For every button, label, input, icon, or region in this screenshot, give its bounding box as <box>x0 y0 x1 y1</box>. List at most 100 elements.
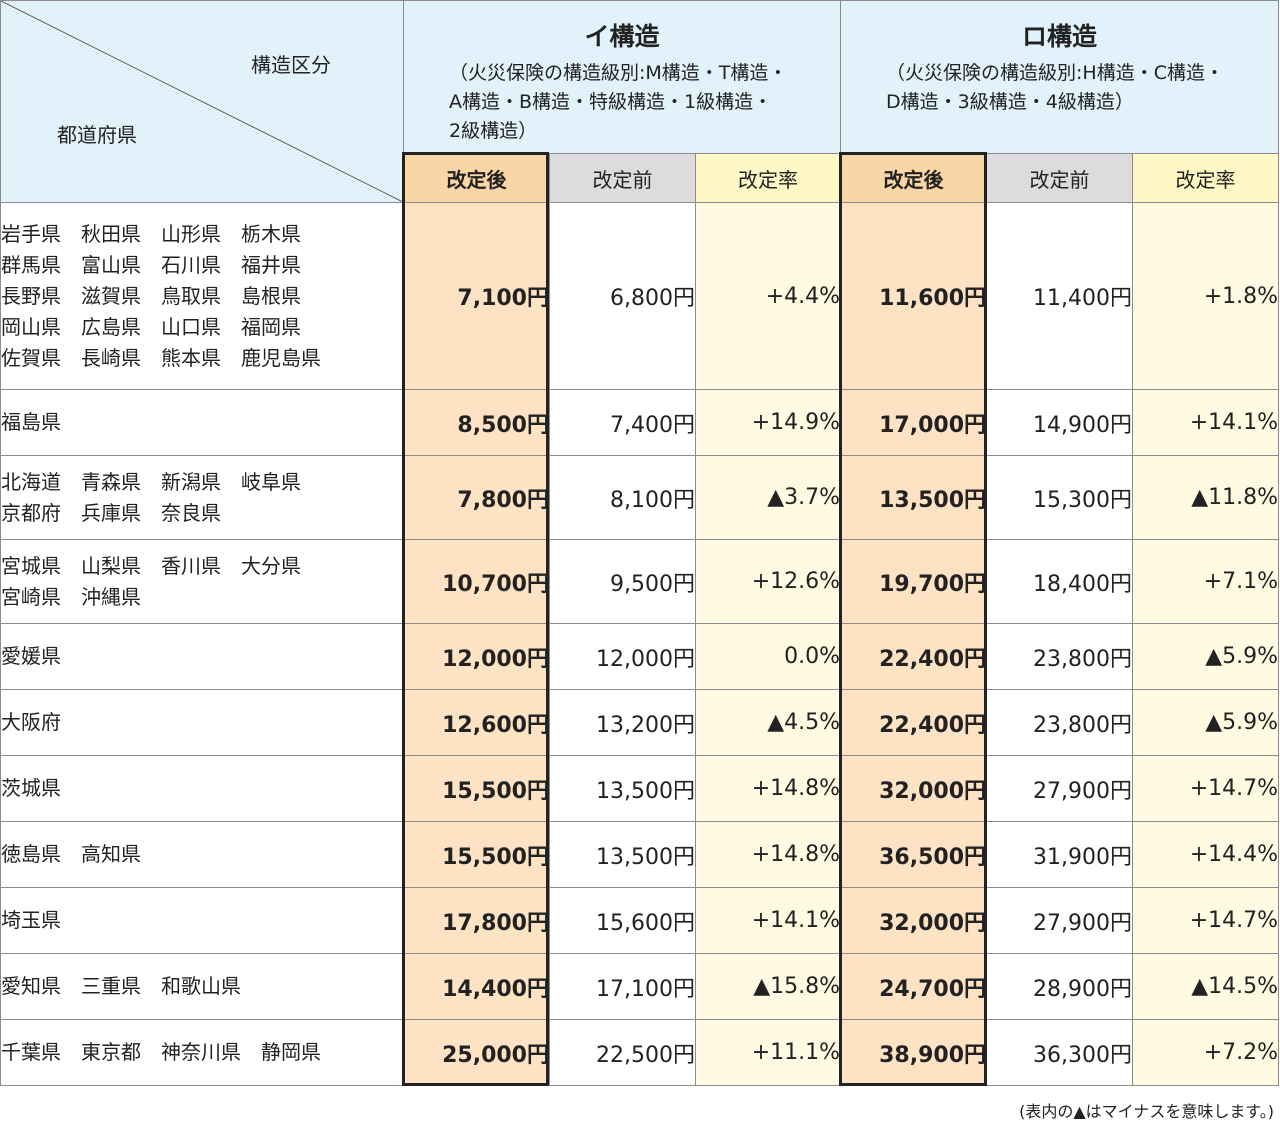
cell-after-i: 12,000円 <box>403 623 550 690</box>
prefecture-cell: 埼玉県 <box>0 887 404 954</box>
cell-after-ro: 32,000円 <box>840 887 988 954</box>
cell-after-ro: 32,000円 <box>840 755 988 822</box>
prefecture-line: 岡山県 広島県 山口県 福岡県 <box>1 314 301 339</box>
cell-after-i: 10,700円 <box>403 539 550 624</box>
cell-after-i: 7,800円 <box>403 455 550 540</box>
prefecture-line: 大阪府 <box>1 710 61 734</box>
table-row: 茨城県 15,500円 13,500円 +14.8% 32,000円 27,900円 +14… <box>0 755 1280 822</box>
cell-before-ro: 27,900円 <box>986 887 1134 954</box>
cell-before-ro: 27,900円 <box>986 755 1134 822</box>
cell-rate-ro: +14.7% <box>1132 755 1280 822</box>
cell-after-ro: 22,400円 <box>840 623 988 690</box>
cell-rate-ro: +14.4% <box>1132 821 1280 888</box>
cell-rate-i: +14.8% <box>694 821 842 888</box>
cell-after-i: 7,100円 <box>403 202 550 390</box>
table-row: 愛知県 三重県 和歌山県 14,400円 17,100円 ▲15.8% 24,700円 2… <box>0 953 1280 1020</box>
prefecture-line: 北海道 青森県 新潟県 岐阜県 <box>1 469 301 494</box>
table-row: 千葉県 東京都 神奈川県 静岡県 25,000円 22,500円 +11.1% 38,9… <box>0 1019 1280 1086</box>
prefecture-line: 京都府 兵庫県 奈良県 <box>1 500 221 525</box>
cell-after-ro: 36,500円 <box>840 821 988 888</box>
cell-after-i: 15,500円 <box>403 821 550 888</box>
premium-rate-table: 構造区分 都道府県 イ構造 （火災保険の構造級別:M構造・T構造・ A構造・B構… <box>0 0 1280 1086</box>
cell-after-ro: 17,000円 <box>840 389 988 456</box>
group-note-ro: （火災保険の構造級別:H構造・C構造・ D構造・3級構造・4級構造） <box>886 62 1224 113</box>
structure-category-label: 構造区分 <box>251 53 331 77</box>
prefecture-line: 埼玉県 <box>1 908 61 932</box>
cell-after-ro: 24,700円 <box>840 953 988 1020</box>
cell-after-ro: 22,400円 <box>840 689 988 756</box>
prefecture-cell: 徳島県 高知県 <box>0 821 404 888</box>
prefecture-line: 愛媛県 <box>1 644 61 668</box>
group-header-ro: ロ構造 （火災保険の構造級別:H構造・C構造・ D構造・3級構造・4級構造） <box>840 0 1280 154</box>
subheader-rate-ro: 改定率 <box>1132 153 1280 203</box>
prefecture-line: 長野県 滋賀県 鳥取県 島根県 <box>1 283 301 308</box>
group-header-i: イ構造 （火災保険の構造級別:M構造・T構造・ A構造・B構造・特級構造・1級構… <box>402 0 842 154</box>
group-title-i: イ構造 <box>584 22 660 51</box>
cell-before-i: 6,800円 <box>549 202 696 390</box>
cell-rate-ro: +1.8% <box>1132 202 1280 390</box>
cell-rate-ro: +14.1% <box>1132 389 1280 456</box>
cell-before-i: 9,500円 <box>549 539 696 624</box>
cell-rate-i: 0.0% <box>694 623 842 690</box>
subheader-before-ro: 改定前 <box>986 153 1134 203</box>
prefecture-cell: 宮城県 山梨県 香川県 大分県 宮崎県 沖縄県 <box>0 539 404 624</box>
cell-rate-ro: ▲5.9% <box>1132 623 1280 690</box>
cell-before-i: 13,500円 <box>549 755 696 822</box>
group-note-i: （火災保険の構造級別:M構造・T構造・ A構造・B構造・特級構造・1級構造・ 2… <box>449 62 788 142</box>
subheader-before-i: 改定前 <box>549 153 696 203</box>
prefecture-label: 都道府県 <box>57 123 137 147</box>
cell-before-ro: 28,900円 <box>986 953 1134 1020</box>
cell-after-i: 14,400円 <box>403 953 550 1020</box>
cell-rate-i: ▲3.7% <box>694 455 842 540</box>
cell-rate-i: +14.9% <box>694 389 842 456</box>
prefecture-line: 群馬県 富山県 石川県 福井県 <box>1 252 301 277</box>
table-row: 岩手県 秋田県 山形県 栃木県 群馬県 富山県 石川県 福井県 長野県 滋賀県 鳥取… <box>0 202 1280 390</box>
table-row: 北海道 青森県 新潟県 岐阜県 京都府 兵庫県 奈良県 7,800円 8,100円 ▲3… <box>0 455 1280 540</box>
cell-after-i: 17,800円 <box>403 887 550 954</box>
prefecture-cell: 千葉県 東京都 神奈川県 静岡県 <box>0 1019 404 1086</box>
cell-before-ro: 15,300円 <box>986 455 1134 540</box>
cell-rate-i: +4.4% <box>694 202 842 390</box>
cell-before-i: 12,000円 <box>549 623 696 690</box>
prefecture-line: 宮崎県 沖縄県 <box>1 584 141 609</box>
prefecture-cell: 大阪府 <box>0 689 404 756</box>
cell-rate-ro: +7.2% <box>1132 1019 1280 1086</box>
table-body: 岩手県 秋田県 山形県 栃木県 群馬県 富山県 石川県 福井県 長野県 滋賀県 鳥取… <box>0 202 1280 1086</box>
prefecture-line: 福島県 <box>1 410 61 434</box>
cell-after-i: 12,600円 <box>403 689 550 756</box>
cell-after-i: 15,500円 <box>403 755 550 822</box>
prefecture-line: 愛知県 三重県 和歌山県 <box>1 974 241 998</box>
cell-rate-ro: ▲11.8% <box>1132 455 1280 540</box>
cell-after-i: 8,500円 <box>403 389 550 456</box>
cell-before-ro: 31,900円 <box>986 821 1134 888</box>
table-row: 宮城県 山梨県 香川県 大分県 宮崎県 沖縄県 10,700円 9,500円 +12.6… <box>0 539 1280 624</box>
prefecture-line: 宮城県 山梨県 香川県 大分県 <box>1 553 301 578</box>
cell-rate-i: +14.1% <box>694 887 842 954</box>
prefecture-line: 徳島県 高知県 <box>1 842 141 866</box>
prefecture-line: 岩手県 秋田県 山形県 栃木県 <box>1 221 301 246</box>
cell-before-ro: 11,400円 <box>986 202 1134 390</box>
subheader-after-i: 改定後 <box>403 153 550 203</box>
cell-rate-ro: +7.1% <box>1132 539 1280 624</box>
cell-before-ro: 23,800円 <box>986 623 1134 690</box>
cell-before-i: 13,500円 <box>549 821 696 888</box>
cell-after-ro: 13,500円 <box>840 455 988 540</box>
cell-after-i: 25,000円 <box>403 1019 550 1086</box>
table-row: 埼玉県 17,800円 15,600円 +14.1% 32,000円 27,900円 +14… <box>0 887 1280 954</box>
cell-rate-ro: +14.7% <box>1132 887 1280 954</box>
table-row: 大阪府 12,600円 13,200円 ▲4.5% 22,400円 23,800円 ▲5.9… <box>0 689 1280 756</box>
cell-rate-i: +12.6% <box>694 539 842 624</box>
cell-rate-i: +14.8% <box>694 755 842 822</box>
subheader-after-ro: 改定後 <box>840 153 988 203</box>
cell-rate-ro: ▲5.9% <box>1132 689 1280 756</box>
prefecture-line: 千葉県 東京都 神奈川県 静岡県 <box>1 1040 321 1064</box>
cell-before-i: 7,400円 <box>549 389 696 456</box>
table-row: 徳島県 高知県 15,500円 13,500円 +14.8% 36,500円 31,900… <box>0 821 1280 888</box>
cell-before-ro: 18,400円 <box>986 539 1134 624</box>
cell-after-ro: 38,900円 <box>840 1019 988 1086</box>
cell-before-i: 22,500円 <box>549 1019 696 1086</box>
cell-after-ro: 19,700円 <box>840 539 988 624</box>
prefecture-cell: 北海道 青森県 新潟県 岐阜県 京都府 兵庫県 奈良県 <box>0 455 404 540</box>
cell-rate-i: ▲15.8% <box>694 953 842 1020</box>
cell-before-i: 13,200円 <box>549 689 696 756</box>
